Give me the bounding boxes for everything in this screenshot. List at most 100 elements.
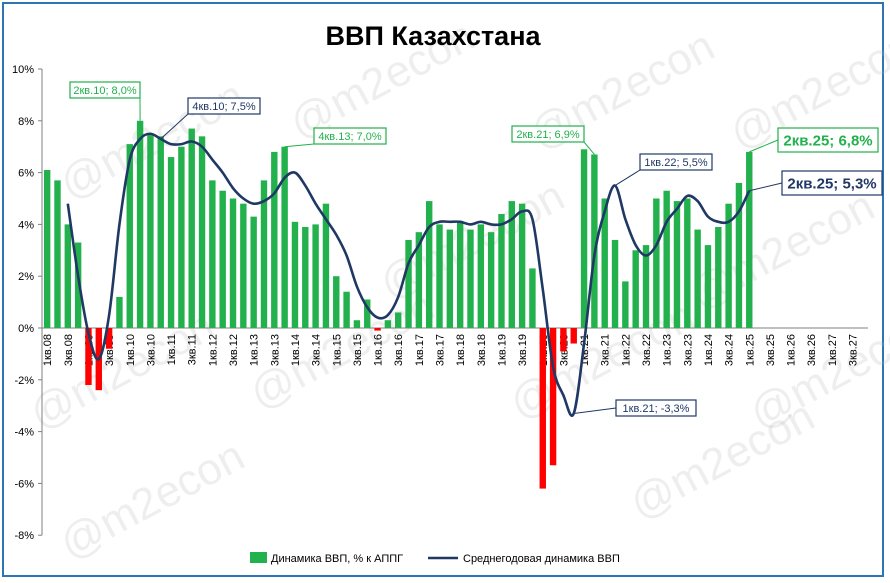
bar	[560, 328, 567, 352]
bar	[549, 328, 557, 466]
annotation-label: 2кв.10; 8,0%	[73, 85, 136, 97]
annotation-label: 4кв.10; 7,5%	[192, 101, 255, 113]
bar	[539, 328, 546, 489]
x-tick-label: 3кв.23	[682, 334, 694, 366]
x-tick-label: 3кв.16	[393, 334, 405, 366]
bar	[322, 203, 330, 328]
bar	[74, 242, 82, 328]
bar	[353, 320, 361, 328]
bar	[281, 146, 288, 328]
bar	[312, 224, 319, 328]
bar	[508, 201, 515, 328]
annotation-label: 1кв.21; -3,3%	[623, 403, 690, 415]
annotation-label: 2кв.21; 6,9%	[516, 129, 579, 141]
x-tick-label: 3кв.11	[187, 334, 199, 365]
bar	[456, 221, 464, 328]
line-path	[66, 132, 751, 417]
bar	[673, 201, 681, 328]
bar	[178, 146, 185, 328]
bar	[653, 198, 660, 328]
bar	[725, 203, 732, 328]
chart-title: ВВП Казахстана	[325, 21, 541, 51]
bar	[291, 221, 299, 328]
watermark-text: @m2econ	[52, 431, 253, 569]
bar	[116, 296, 123, 328]
annotation-layer: 2кв.10; 8,0% 4кв.10; 7,5% 4кв.13; 7,0% 2кв.…	[69, 81, 883, 417]
bar	[570, 328, 577, 344]
bar	[415, 232, 423, 328]
y-tick-label: -4%	[14, 427, 34, 439]
y-tick-label: 0%	[18, 323, 34, 335]
bar	[425, 201, 433, 328]
bar	[591, 154, 598, 328]
bar	[529, 268, 536, 328]
bar	[632, 250, 639, 328]
watermark-text: @m2econ	[682, 181, 883, 319]
y-tick-label: 6%	[18, 168, 34, 180]
annotation-label: 4кв.13; 7,0%	[318, 131, 381, 143]
x-tick-label: 3кв.14	[311, 334, 323, 366]
annotation-box	[781, 170, 883, 196]
y-tick-label: -6%	[14, 478, 34, 490]
bar	[364, 299, 371, 328]
annotation-leader	[160, 113, 189, 140]
annotation-box	[615, 399, 697, 417]
y-tick-label: -2%	[14, 375, 34, 387]
x-tick-label: 1кв.27	[827, 334, 839, 366]
y-tick-label: 8%	[18, 116, 34, 128]
bar	[343, 291, 350, 328]
x-tick-label: 1кв.16	[373, 334, 385, 366]
bar	[498, 214, 505, 328]
bar	[384, 320, 392, 328]
bar	[735, 182, 743, 328]
x-tick-label: 1кв.14	[290, 334, 302, 366]
bar	[622, 281, 629, 328]
bar	[642, 245, 650, 328]
bar	[487, 232, 495, 328]
bar	[198, 136, 206, 328]
x-tick-label: 1кв.26	[786, 334, 798, 366]
x-tick-label: 1кв.19	[496, 334, 508, 366]
annotation-leader	[749, 139, 779, 153]
line-series	[66, 132, 751, 417]
bar	[54, 180, 61, 328]
annotation-box	[187, 97, 261, 115]
x-tick-label: 1кв.13	[249, 334, 261, 366]
bar	[611, 239, 619, 328]
bar	[250, 216, 257, 328]
x-tick-label: 3кв.27	[848, 334, 860, 366]
bar	[188, 128, 195, 328]
x-tick-label: 1кв.24	[703, 334, 715, 366]
annotation-label: 2кв.25; 5,3%	[787, 175, 876, 192]
y-tick-label: 4%	[18, 219, 34, 231]
legend-bar-label: Динамика ВВП, % к АППГ	[271, 553, 403, 565]
bar	[126, 144, 133, 328]
x-tick-label: 3кв.22	[641, 334, 653, 366]
bar-series	[43, 120, 753, 489]
bar	[518, 203, 526, 328]
x-tick-label: 1кв.18	[455, 334, 467, 366]
bar	[219, 190, 226, 328]
x-tick-label: 1кв.15	[331, 334, 343, 366]
y-tick-label: -8%	[14, 530, 34, 542]
annotation-box	[639, 153, 713, 171]
annotation-leader	[583, 141, 595, 155]
bar	[260, 180, 268, 328]
x-axis: 1кв.083кв.081кв.093кв.091кв.103кв.101кв.…	[42, 327, 868, 366]
chart-legend: Динамика ВВП, % к АППГ Среднегодовая дина…	[250, 552, 620, 565]
x-tick-label: 1кв.25	[744, 334, 756, 366]
x-tick-label: 1кв.23	[662, 334, 674, 366]
legend-bar-swatch	[250, 552, 267, 563]
bar	[136, 120, 144, 328]
bar	[43, 170, 51, 328]
bar	[715, 226, 722, 328]
bar	[395, 312, 402, 328]
annotation-box	[313, 127, 387, 145]
x-tick-label: 1кв.22	[620, 334, 632, 366]
x-tick-label: 1кв.11	[166, 334, 178, 365]
y-tick-label: 10%	[12, 64, 34, 76]
x-tick-label: 3кв.19	[517, 334, 529, 366]
x-tick-label: 1кв.08	[42, 334, 54, 366]
bar	[694, 229, 701, 328]
bar	[436, 224, 443, 328]
